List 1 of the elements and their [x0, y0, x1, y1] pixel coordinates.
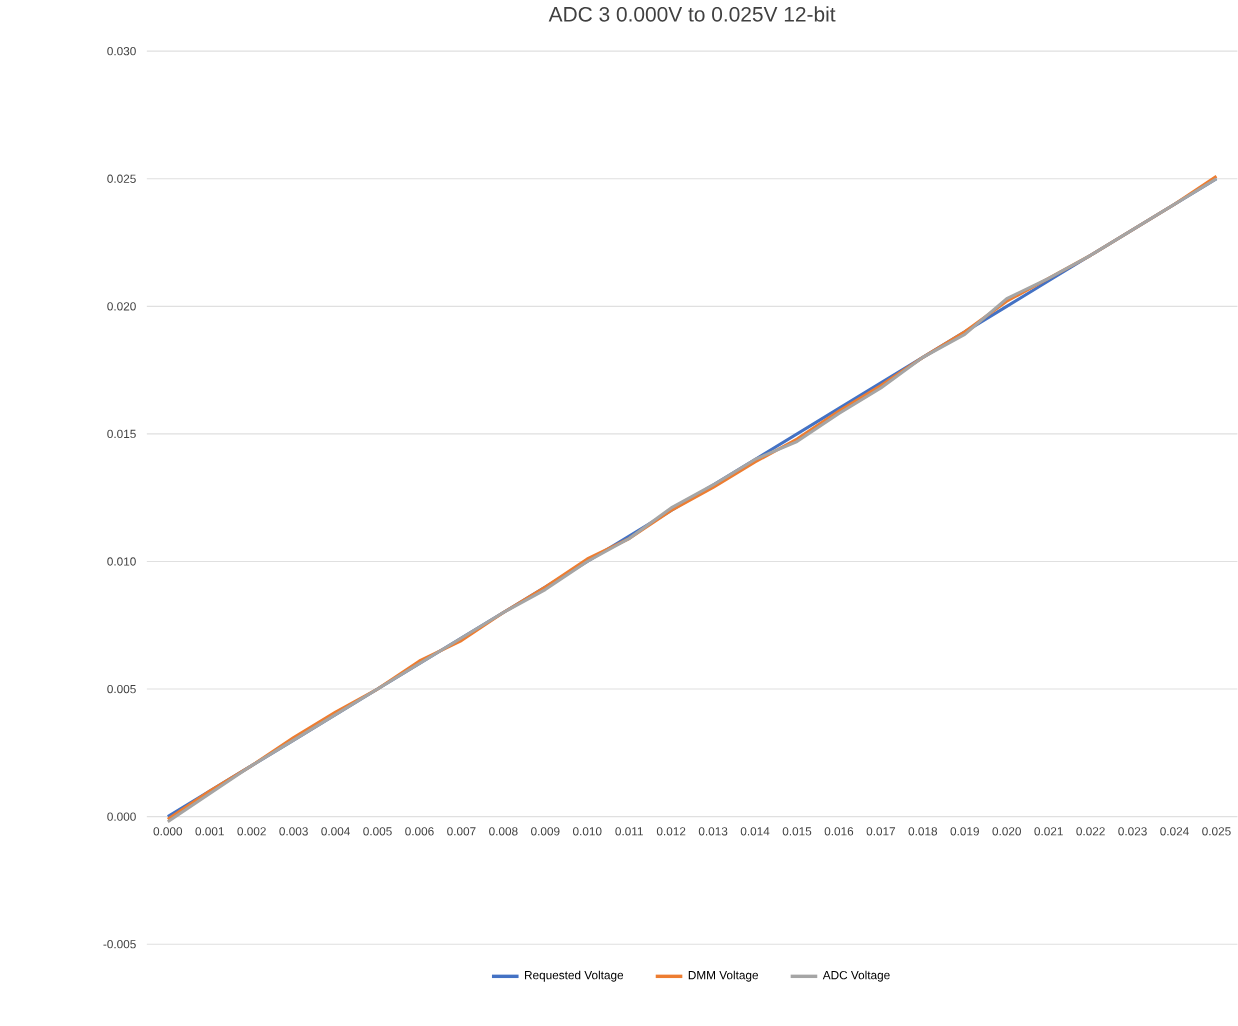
chart-title: ADC 3 0.000V to 0.025V 12-bit	[548, 6, 836, 22]
